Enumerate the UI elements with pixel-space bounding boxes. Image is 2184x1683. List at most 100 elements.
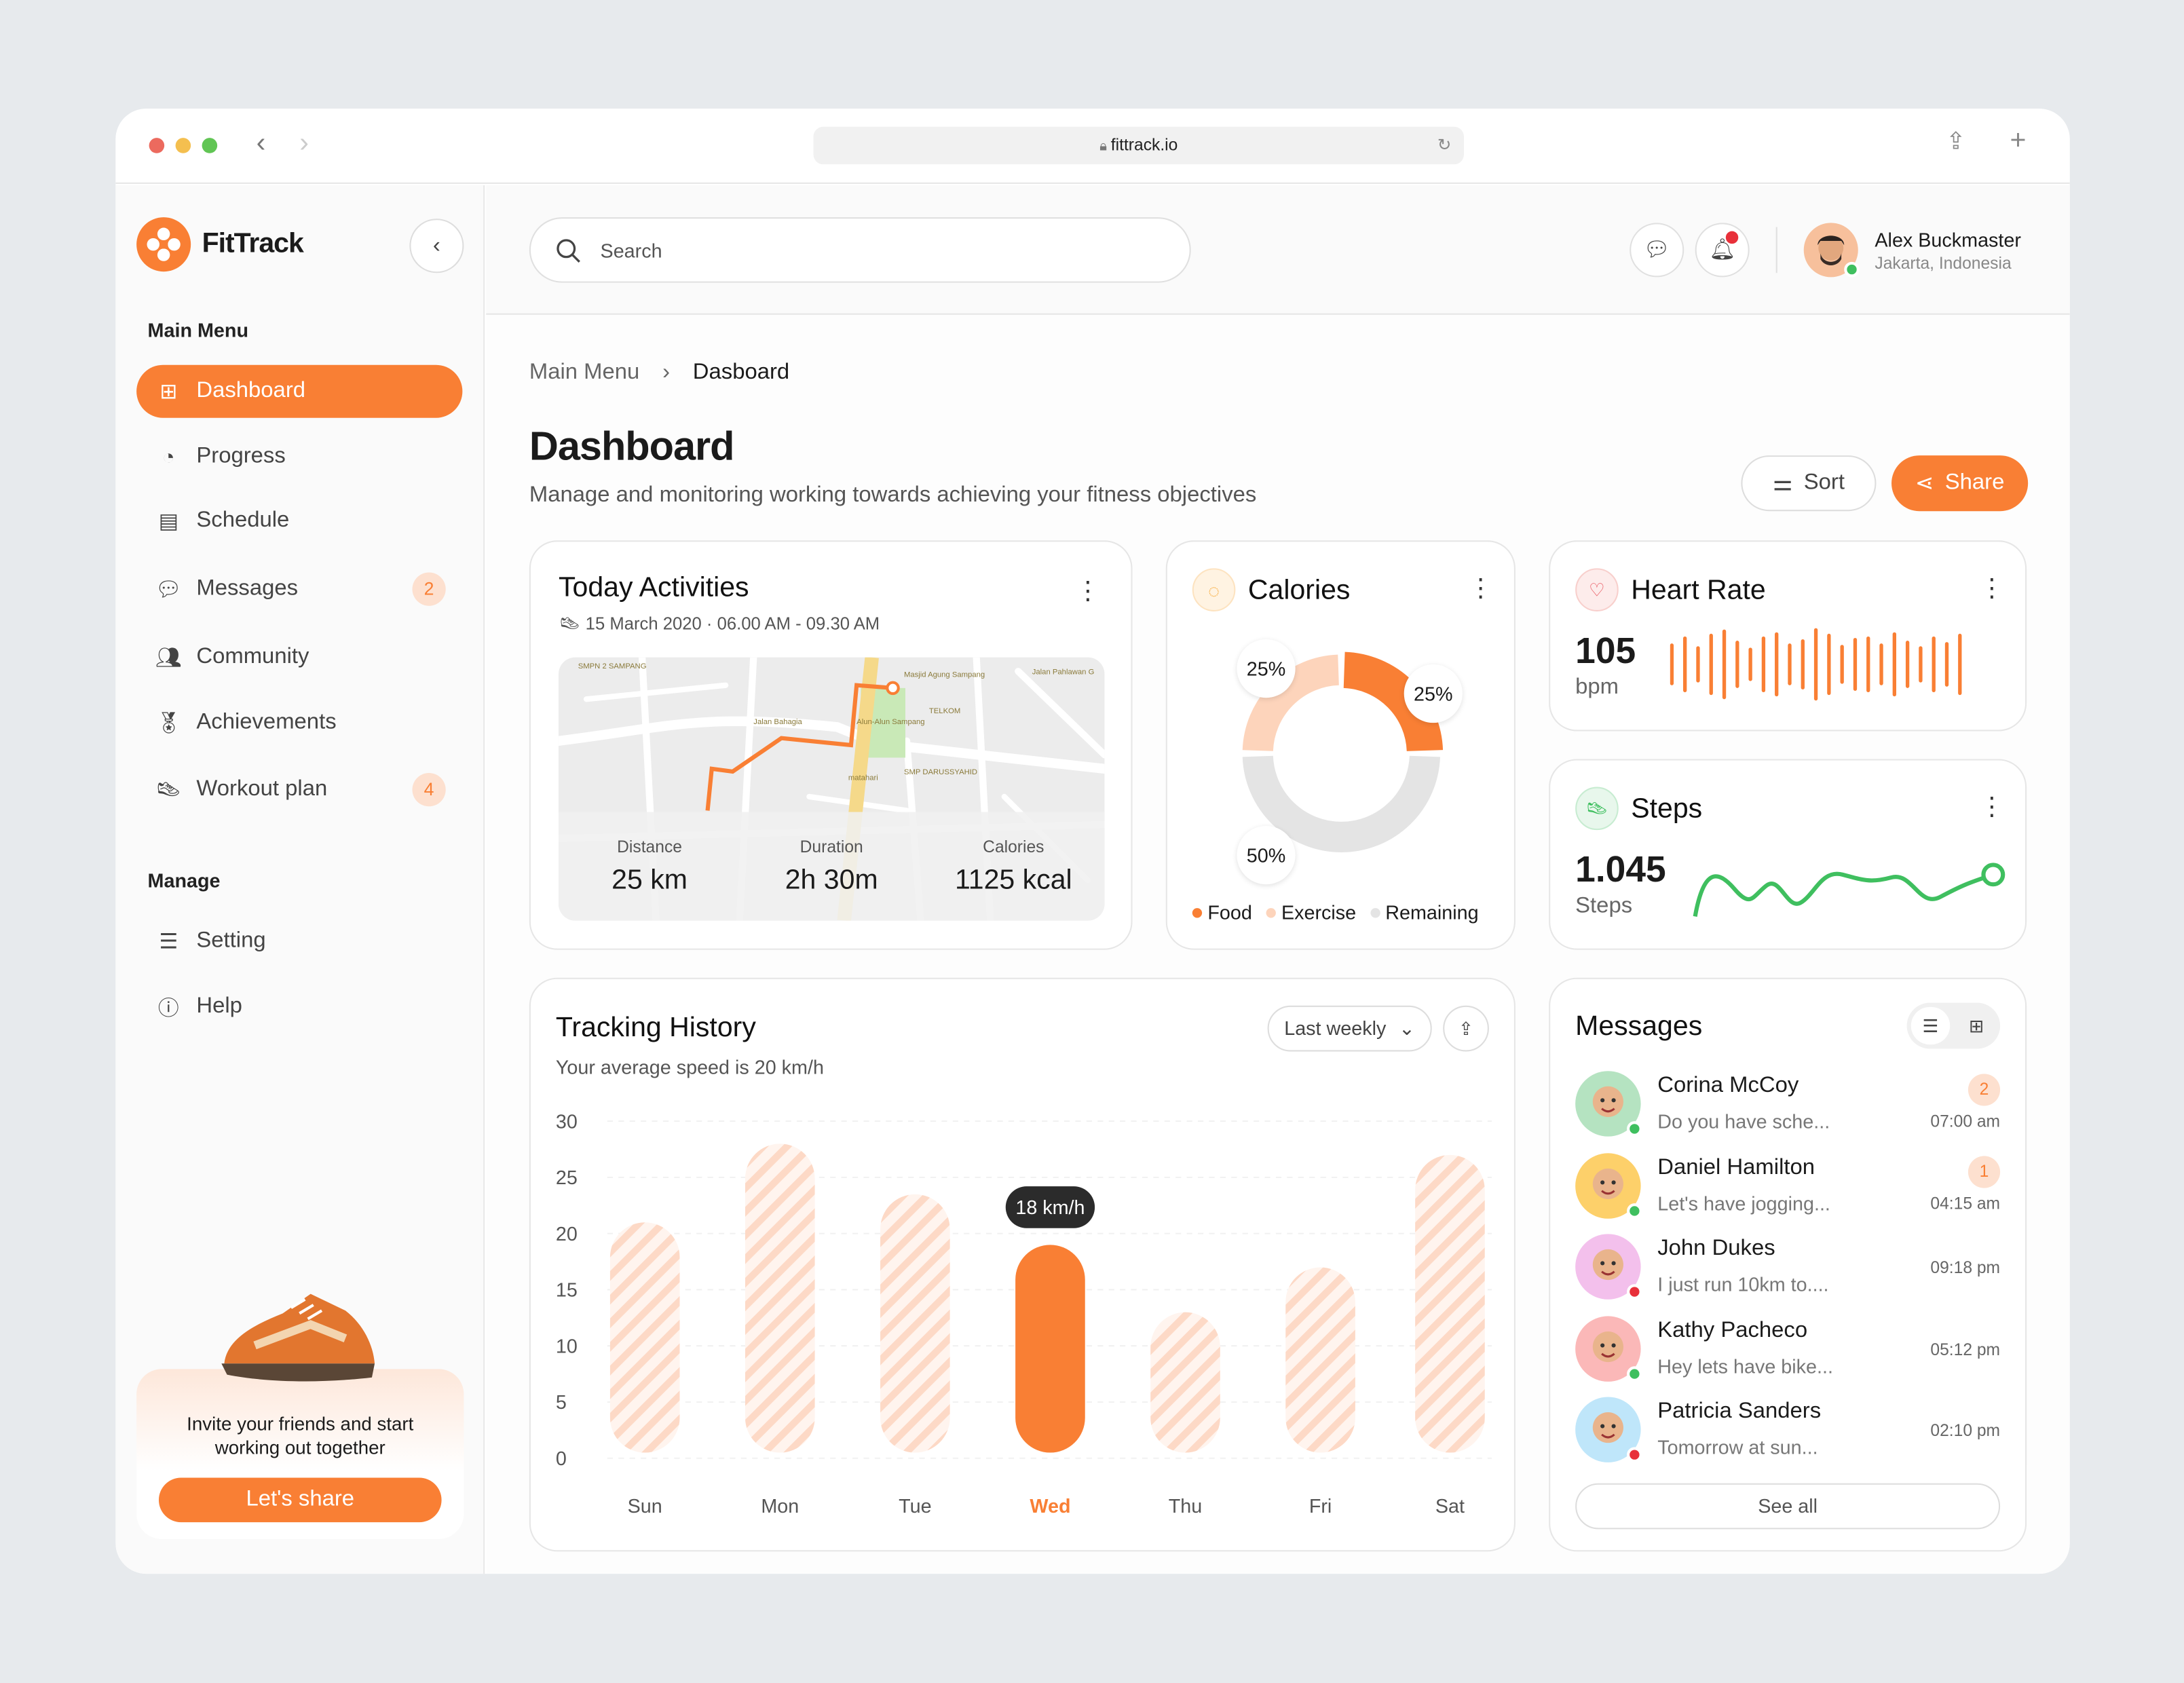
reload-icon[interactable]: ↻ [1437, 135, 1452, 155]
address-bar[interactable]: 🔒︎ fittrack.io ↻ [813, 126, 1464, 165]
see-all-button[interactable]: See all [1575, 1483, 2001, 1530]
share-button[interactable]: ⋖ Share [1891, 455, 2029, 512]
more-options-icon[interactable]: ⋮ [1075, 576, 1101, 605]
x-tick-label: Wed [1030, 1496, 1070, 1517]
new-tab-icon[interactable]: + [2010, 125, 2027, 156]
waveform-bar [1932, 636, 1936, 692]
sidebar-item-dashboard[interactable]: ⊞ Dashboard [136, 364, 463, 418]
waveform-bar [1958, 633, 1962, 696]
message-preview: Tomorrow at sun... [1657, 1435, 1818, 1458]
message-item[interactable]: John Dukes I just run 10km to.... 09:18 pm [1575, 1234, 2000, 1304]
period-dropdown[interactable]: Last weekly ⌄ [1267, 1005, 1432, 1052]
sidebar-item-workout-plan[interactable]: 👟︎ Workout plan 4 [136, 763, 462, 816]
share-page-icon[interactable]: ⇪ [1946, 128, 1966, 155]
map-label: Jalan Pahlawan G [1032, 668, 1095, 677]
activity-stats: Distance 25 km Duration 2h 30m Calories 1125 … [558, 812, 1105, 921]
bar-mon[interactable] [745, 1143, 815, 1453]
sidebar-item-help[interactable]: ⓘ Help [136, 981, 462, 1034]
breadcrumb: Main Menu › Dasboard [529, 361, 789, 386]
bar-fri[interactable] [1285, 1267, 1355, 1453]
map-label: Alun-Alun Sampang [856, 718, 925, 727]
bar-sat[interactable] [1415, 1154, 1485, 1453]
shoe-icon: 👟︎ [155, 778, 182, 803]
back-icon[interactable]: ‹ [256, 128, 266, 159]
message-item[interactable]: Kathy Pacheco Hey lets have bike... 05:12 … [1575, 1315, 2000, 1385]
bar-wed[interactable] [1015, 1245, 1085, 1453]
message-item[interactable]: Daniel Hamilton Let's have jogging... 04:1… [1575, 1152, 2001, 1222]
close-window-button[interactable] [149, 138, 165, 153]
stat-label: Distance [617, 836, 682, 856]
sidebar-item-community[interactable]: 👥︎ Community [136, 631, 462, 684]
donut-label: 25% [1237, 639, 1296, 698]
bar-tue[interactable] [880, 1194, 950, 1453]
waveform-bar [1840, 645, 1844, 684]
sidebar-item-messages[interactable]: 💬︎ Messages 2 [136, 563, 462, 616]
card-title: Messages [1575, 1010, 1703, 1042]
route-map[interactable]: SMPN 2 SAMPANG Masjid Agung Sampang TELKOM… [558, 657, 1105, 921]
user-avatar[interactable] [1803, 223, 1860, 278]
waveform-bar [1905, 641, 1910, 688]
chart-legend: Food Exercise Remaining [1192, 901, 1479, 924]
user-location: Jakarta, Indonesia [1875, 253, 2012, 273]
waveform-bar [1788, 643, 1792, 685]
period-value: Last weekly [1284, 1017, 1387, 1040]
chat-icon: 💬︎ [155, 578, 182, 602]
pie-chart-icon: ◔ [162, 445, 175, 469]
grid-view-icon[interactable]: ⊞ [1969, 1015, 1984, 1036]
shoe-icon: 👟︎ [558, 614, 586, 634]
sender-name: John Dukes [1657, 1236, 1775, 1261]
notification-dot [1725, 231, 1739, 244]
message-preview: Hey lets have bike... [1657, 1354, 1833, 1377]
donut-slice-exercise [1242, 654, 1340, 752]
bar-sun[interactable] [609, 1222, 680, 1453]
chevron-right-icon: › [662, 360, 671, 385]
map-label: Jalan Bahagia [753, 718, 802, 727]
users-icon: 👥︎ [155, 646, 182, 670]
search-input[interactable]: Search [529, 217, 1191, 283]
notifications-button[interactable]: 🔔︎ [1695, 223, 1750, 278]
avatar [1575, 1234, 1642, 1300]
calories-card: ◌ Calories ⋮ 25% 25% 50% Food Exercise Remai… [1165, 540, 1515, 950]
sender-name: Daniel Hamilton [1657, 1155, 1815, 1179]
sidebar-item-schedule[interactable]: ▤ Schedule [136, 495, 462, 548]
calories-donut-chart [1242, 651, 1444, 852]
avatar [1575, 1315, 1642, 1381]
waveform-bar [1761, 636, 1766, 692]
messages-card: Messages ☰ ⊞ Corina McCoy Do you have sch… [1549, 977, 2027, 1552]
minimize-window-button[interactable] [175, 138, 191, 153]
tracking-history-card: Tracking History Your average speed is 2… [529, 977, 1515, 1552]
message-preview: Let's have jogging... [1657, 1191, 1830, 1214]
steps-value: 1.045 [1575, 848, 1666, 890]
x-tick-label: Thu [1169, 1496, 1203, 1517]
message-item[interactable]: Corina McCoy Do you have sche... 07:00 am 2 [1575, 1071, 2001, 1141]
y-tick-label: 5 [556, 1392, 567, 1414]
export-button[interactable]: ⇪ [1443, 1005, 1489, 1052]
donut-slice-food [1342, 651, 1444, 752]
map-label: Masjid Agung Sampang [903, 671, 985, 680]
message-item[interactable]: Patricia Sanders Tomorrow at sun... 02:10 … [1575, 1397, 2000, 1467]
sidebar-item-setting[interactable]: ☰ Setting [136, 915, 462, 968]
sidebar-item-achievements[interactable]: 🏅︎ Achievements [136, 696, 462, 749]
collapse-sidebar-button[interactable]: ‹ [409, 219, 464, 273]
activity-date: 15 March 2020 · 06.00 AM - 09.30 AM [585, 614, 880, 634]
heart-rate-unit: bpm [1575, 675, 1619, 700]
y-tick-label: 25 [556, 1167, 578, 1189]
forward-icon[interactable]: › [299, 128, 309, 159]
maximize-window-button[interactable] [202, 138, 218, 153]
message-time: 09:18 pm [1930, 1257, 2001, 1277]
sliders-icon: ☰ [159, 930, 178, 954]
message-time: 02:10 pm [1930, 1420, 2001, 1441]
list-view-icon[interactable]: ☰ [1910, 1006, 1951, 1045]
more-options-icon[interactable]: ⋮ [1979, 573, 2005, 602]
sidebar-item-label: Community [196, 645, 309, 669]
bar-thu[interactable] [1150, 1312, 1220, 1453]
sidebar-item-progress[interactable]: ◔ Progress [136, 430, 462, 483]
x-tick-label: Fri [1309, 1496, 1332, 1517]
sort-button[interactable]: ⚌ Sort [1741, 455, 1877, 512]
breadcrumb-main-menu[interactable]: Main Menu [529, 360, 640, 385]
chat-button[interactable]: 💬︎ [1630, 223, 1684, 278]
more-options-icon[interactable]: ⋮ [1979, 792, 2005, 820]
more-options-icon[interactable]: ⋮ [1468, 573, 1494, 602]
lets-share-button[interactable]: Let's share [158, 1477, 442, 1523]
online-status [1627, 1203, 1642, 1218]
